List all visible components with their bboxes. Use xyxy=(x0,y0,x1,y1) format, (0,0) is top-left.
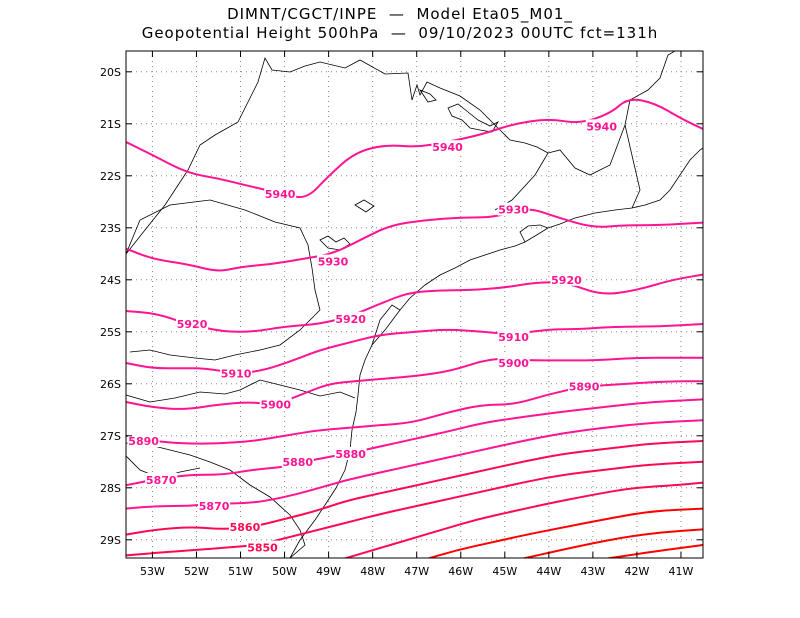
plot-frame xyxy=(125,50,704,559)
contour-label-bg xyxy=(220,366,253,380)
contour-label-bg xyxy=(198,499,231,512)
lon-label: 47W xyxy=(404,565,429,578)
contour-label-bg xyxy=(145,473,178,486)
contour-label-bg xyxy=(568,379,601,393)
contour-5920 xyxy=(126,273,703,333)
contour-label-bg xyxy=(334,447,367,460)
contour-label-5920: 5920 xyxy=(551,274,582,287)
lat-label: 20S xyxy=(100,66,121,79)
contour-lines xyxy=(126,98,703,558)
lon-label: 45W xyxy=(492,565,517,578)
coastline xyxy=(371,304,401,346)
contour-5830 xyxy=(426,507,703,558)
axis-labels: 20S 21S 22S 23S 24S 25S 26S 27S 28S 29S 53W 52W 51W 5… xyxy=(100,51,703,578)
lat-label: 27S xyxy=(100,430,121,443)
contour-5810 xyxy=(603,544,703,558)
border-line xyxy=(126,199,321,311)
contour-label-5870: 5870 xyxy=(146,474,177,487)
lat-label: 24S xyxy=(100,274,121,287)
lake xyxy=(418,89,437,103)
contour-label-bg xyxy=(497,356,530,369)
contour-label-bg xyxy=(497,202,530,216)
border-line xyxy=(494,152,549,211)
contour-label-5910: 5910 xyxy=(498,331,529,344)
lat-label: 23S xyxy=(100,222,121,235)
contour-label-5940: 5940 xyxy=(265,188,296,201)
contour-5930 xyxy=(126,208,703,272)
contour-label-bg xyxy=(228,519,261,533)
lon-label: 44W xyxy=(536,565,561,578)
lon-label: 49W xyxy=(316,565,341,578)
contour-label-5870: 5870 xyxy=(199,500,230,513)
contour-label-5920: 5920 xyxy=(177,318,208,331)
contour-5940 xyxy=(126,98,703,199)
lat-label: 28S xyxy=(100,482,121,495)
contour-label-bg xyxy=(176,317,209,330)
border-line xyxy=(126,56,549,255)
contour-label-5900: 5900 xyxy=(260,399,291,412)
contour-5820 xyxy=(520,528,703,558)
lake xyxy=(447,103,500,133)
border-line xyxy=(126,442,306,558)
lat-label: 22S xyxy=(100,170,121,183)
contour-5850 xyxy=(126,460,703,557)
contour-label-bg xyxy=(259,397,292,411)
contour-label-bg xyxy=(585,119,618,133)
contour-label-5930: 5930 xyxy=(318,256,349,269)
lake xyxy=(354,199,375,213)
contour-5900 xyxy=(126,356,703,410)
lon-label: 52W xyxy=(184,565,209,578)
border-line xyxy=(129,309,321,361)
lon-label: 50W xyxy=(272,565,297,578)
contour-label-bg xyxy=(497,330,530,343)
border-line xyxy=(624,124,641,209)
lon-label: 43W xyxy=(580,565,605,578)
contour-5910 xyxy=(126,323,703,374)
lat-label: 29S xyxy=(100,534,121,547)
map-title-line1: DIMNT/CGCT/INPE — Model Eta05_M01_ xyxy=(227,5,573,23)
lat-label: 25S xyxy=(100,326,121,339)
lat-label: 21S xyxy=(100,118,121,131)
lat-label: 26S xyxy=(100,378,121,391)
contour-label-5890: 5890 xyxy=(569,380,600,393)
contour-5870 xyxy=(126,419,703,510)
contour-label-5890: 5890 xyxy=(128,435,159,448)
lon-label: 46W xyxy=(448,565,473,578)
contour-label-5880: 5880 xyxy=(282,456,313,469)
contour-5890 xyxy=(126,380,703,445)
coastline xyxy=(519,224,549,243)
border-line xyxy=(126,379,356,403)
contour-label-bg xyxy=(334,311,367,325)
border-line xyxy=(547,51,676,176)
coastline xyxy=(289,147,703,558)
contour-label-bg xyxy=(550,272,583,286)
contour-label-bg xyxy=(246,540,279,554)
contour-label-5920: 5920 xyxy=(335,313,366,326)
contour-label-5900: 5900 xyxy=(498,357,529,370)
contour-label-bg xyxy=(317,254,350,268)
contour-label-bg xyxy=(281,454,314,468)
map-title-line2: Geopotential Height 500hPa — 09/10/2023 … xyxy=(141,24,659,42)
contour-label-5910: 5910 xyxy=(221,367,252,380)
contour-label-5860: 5860 xyxy=(230,521,261,534)
contour-label-5940: 5940 xyxy=(432,141,463,154)
lon-label: 42W xyxy=(624,565,649,578)
lon-label: 48W xyxy=(360,565,385,578)
contour-label-5850: 5850 xyxy=(247,542,278,555)
lon-label: 53W xyxy=(140,565,165,578)
lake xyxy=(319,235,351,251)
contour-label-5930: 5930 xyxy=(498,204,529,217)
contour-label-bg xyxy=(127,434,160,447)
contour-label-5940: 5940 xyxy=(586,120,617,133)
contour-label-bg xyxy=(264,187,297,200)
lon-label: 41W xyxy=(669,565,694,578)
contour-labels: 5940 5940 5940 5930 5930 5920 5920 5920 5910 5910… xyxy=(127,119,618,555)
contour-5860 xyxy=(126,440,703,536)
contour-5840 xyxy=(342,481,703,558)
contour-label-5880: 5880 xyxy=(335,448,366,461)
contour-5880 xyxy=(126,398,703,487)
lon-label: 51W xyxy=(228,565,253,578)
contour-label-bg xyxy=(431,140,464,154)
